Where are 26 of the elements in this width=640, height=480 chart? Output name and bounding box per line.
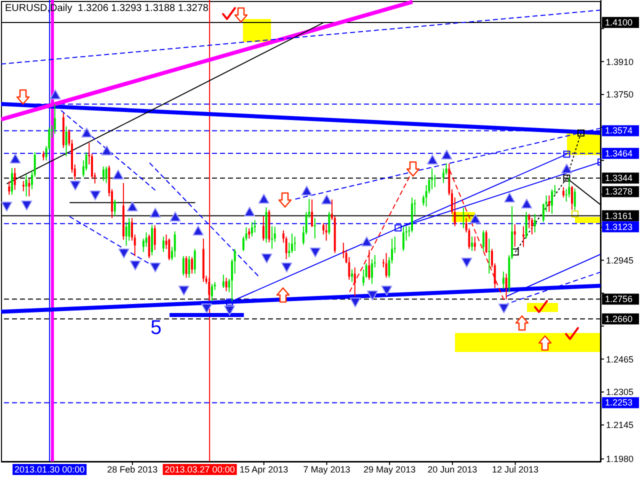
ref-line-label: 1.2253 xyxy=(605,398,633,408)
ref-line-label: 1.3464 xyxy=(605,148,633,158)
x-tick-label: 7 May 2013 xyxy=(303,464,350,474)
ref-line-label: 2013.01.30 00:00 xyxy=(14,464,85,474)
x-tick-label: 20 Jun 2013 xyxy=(428,464,478,474)
ref-line-label: 1.3161 xyxy=(605,210,633,221)
y-tick-label: 1.1980 xyxy=(606,454,634,464)
x-tick-label: 12 Jul 2013 xyxy=(492,464,539,474)
ref-line-label: 1.4100 xyxy=(605,17,633,28)
ref-line-label: 1.3344 xyxy=(605,173,633,184)
y-tick-label: 1.3910 xyxy=(606,56,634,67)
y-tick-label: 1.2305 xyxy=(606,387,634,398)
x-tick-label: 28 Feb 2013 xyxy=(107,464,158,474)
annotation: 5 xyxy=(150,317,162,339)
y-tick-label: 1.2145 xyxy=(606,420,634,430)
ref-line-label: 2013.03.27 00:00 xyxy=(164,464,235,474)
ref-line-label: 1.2660 xyxy=(605,314,633,324)
ref-line-label: 1.2756 xyxy=(605,294,633,304)
ref-line-label: 1.3574 xyxy=(605,126,633,136)
y-tick-label: 1.3750 xyxy=(606,90,634,100)
text: 1.3278 xyxy=(605,186,633,197)
x-tick-label: 29 May 2013 xyxy=(364,464,416,474)
y-tick-label: 1.2465 xyxy=(606,354,634,364)
x-tick-label: 15 Apr 2013 xyxy=(240,464,288,474)
y-tick-label: 1.2945 xyxy=(606,255,634,266)
ref-line-label: 1.3123 xyxy=(605,222,633,232)
